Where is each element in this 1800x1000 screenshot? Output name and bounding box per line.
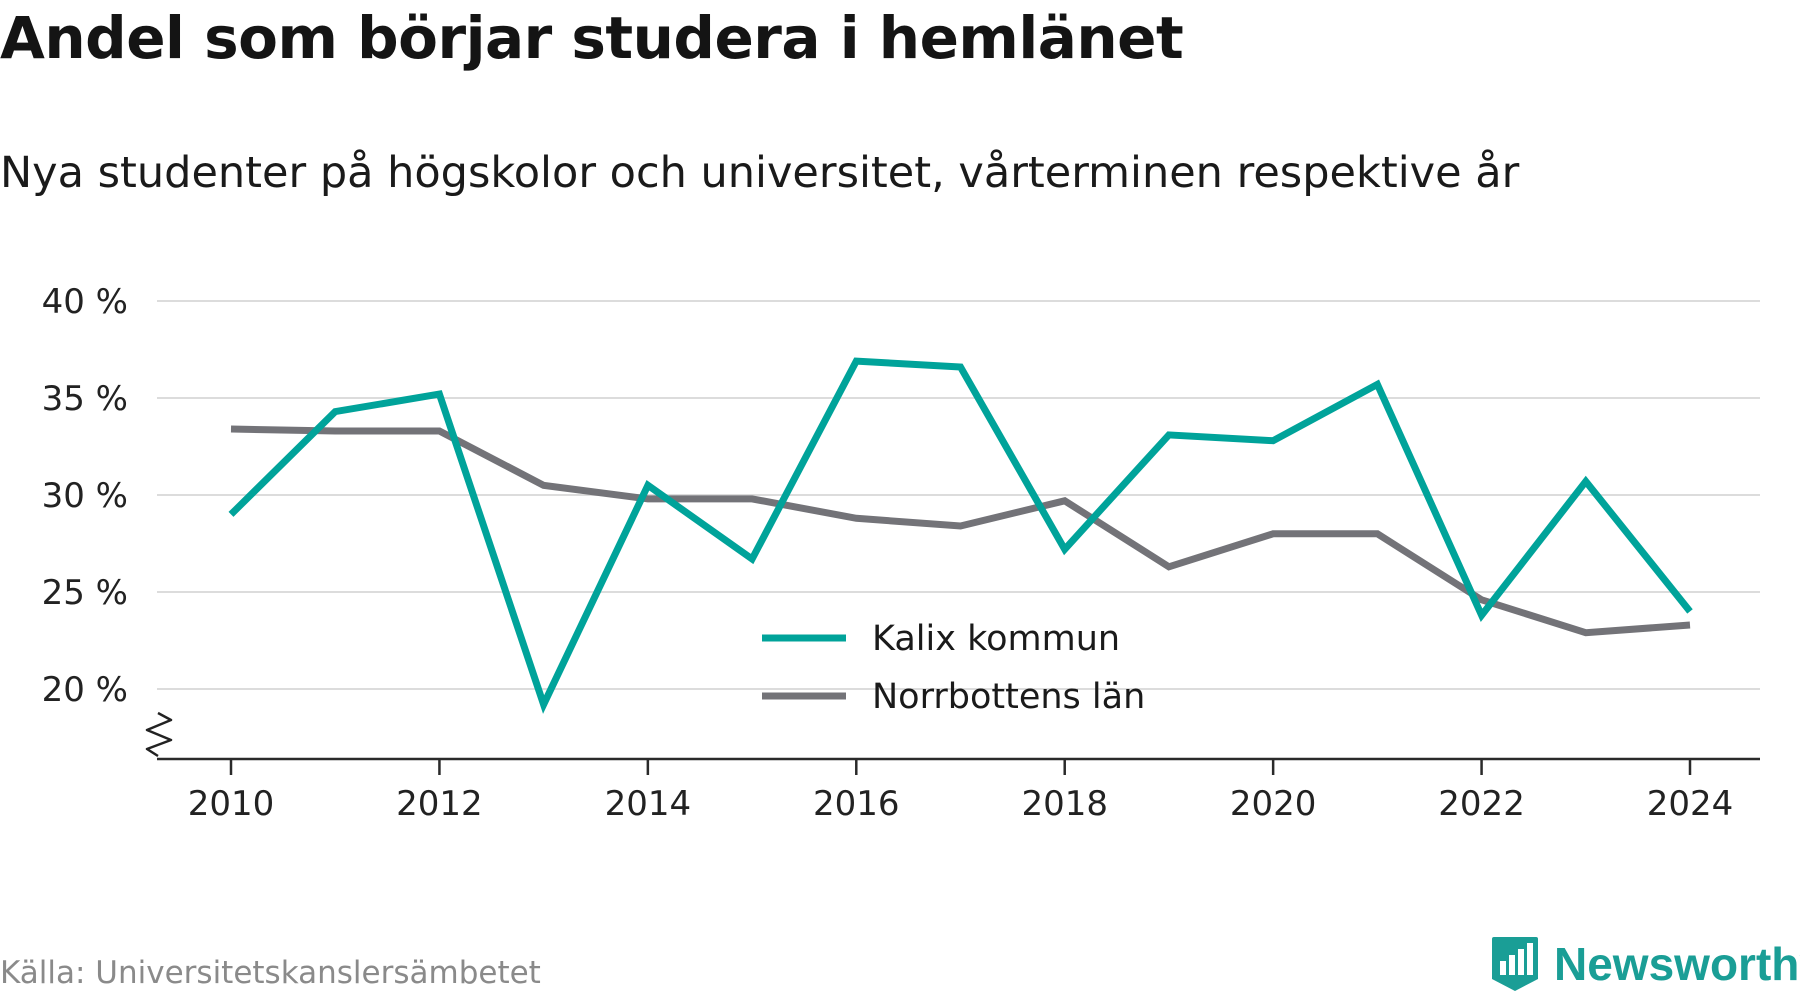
series-lines	[228, 357, 1693, 714]
x-tick-label: 2018	[1021, 784, 1108, 824]
legend: Kalix kommun Norrbottens län	[762, 619, 1145, 717]
brand-name: Newsworthy	[1554, 938, 1800, 990]
y-tick-label: 25 %	[42, 573, 128, 613]
y-tick-label: 40 %	[42, 282, 128, 322]
x-tick-label: 2020	[1230, 784, 1317, 824]
source-note: Källa: Universitetskanslersämbetet	[0, 955, 541, 991]
chart-subtitle: Nya studenter på högskolor och universit…	[0, 148, 1520, 198]
x-tick-label: 2014	[605, 784, 692, 824]
x-tick-label: 2012	[396, 784, 483, 824]
y-tick-label: 35 %	[42, 379, 128, 419]
legend-label: Norrbottens län	[872, 677, 1145, 717]
legend-label: Kalix kommun	[872, 619, 1120, 659]
gridlines	[157, 300, 1760, 690]
y-axis-ticks: 40 % 35 % 30 % 25 % 20 %	[42, 282, 128, 710]
series-line-norrbottens-lan	[230, 425, 1691, 637]
x-tick-label: 2024	[1647, 784, 1734, 824]
x-tick-label: 2016	[813, 784, 900, 824]
y-axis-break-icon	[145, 711, 173, 758]
brand-logo: Newsworthy	[1490, 935, 1800, 993]
x-axis-ticks: 2010 2012 2014 2016 2018 2020 2022 2024	[188, 759, 1734, 824]
y-tick-label: 30 %	[42, 476, 128, 516]
y-tick-label: 20 %	[42, 670, 128, 710]
x-axis	[145, 711, 1760, 761]
x-tick-label: 2022	[1438, 784, 1525, 824]
x-tick-label: 2010	[188, 784, 275, 824]
chart-title: Andel som börjar studera i hemlänet	[0, 4, 1184, 72]
newsworthy-logo-icon	[1492, 937, 1538, 991]
